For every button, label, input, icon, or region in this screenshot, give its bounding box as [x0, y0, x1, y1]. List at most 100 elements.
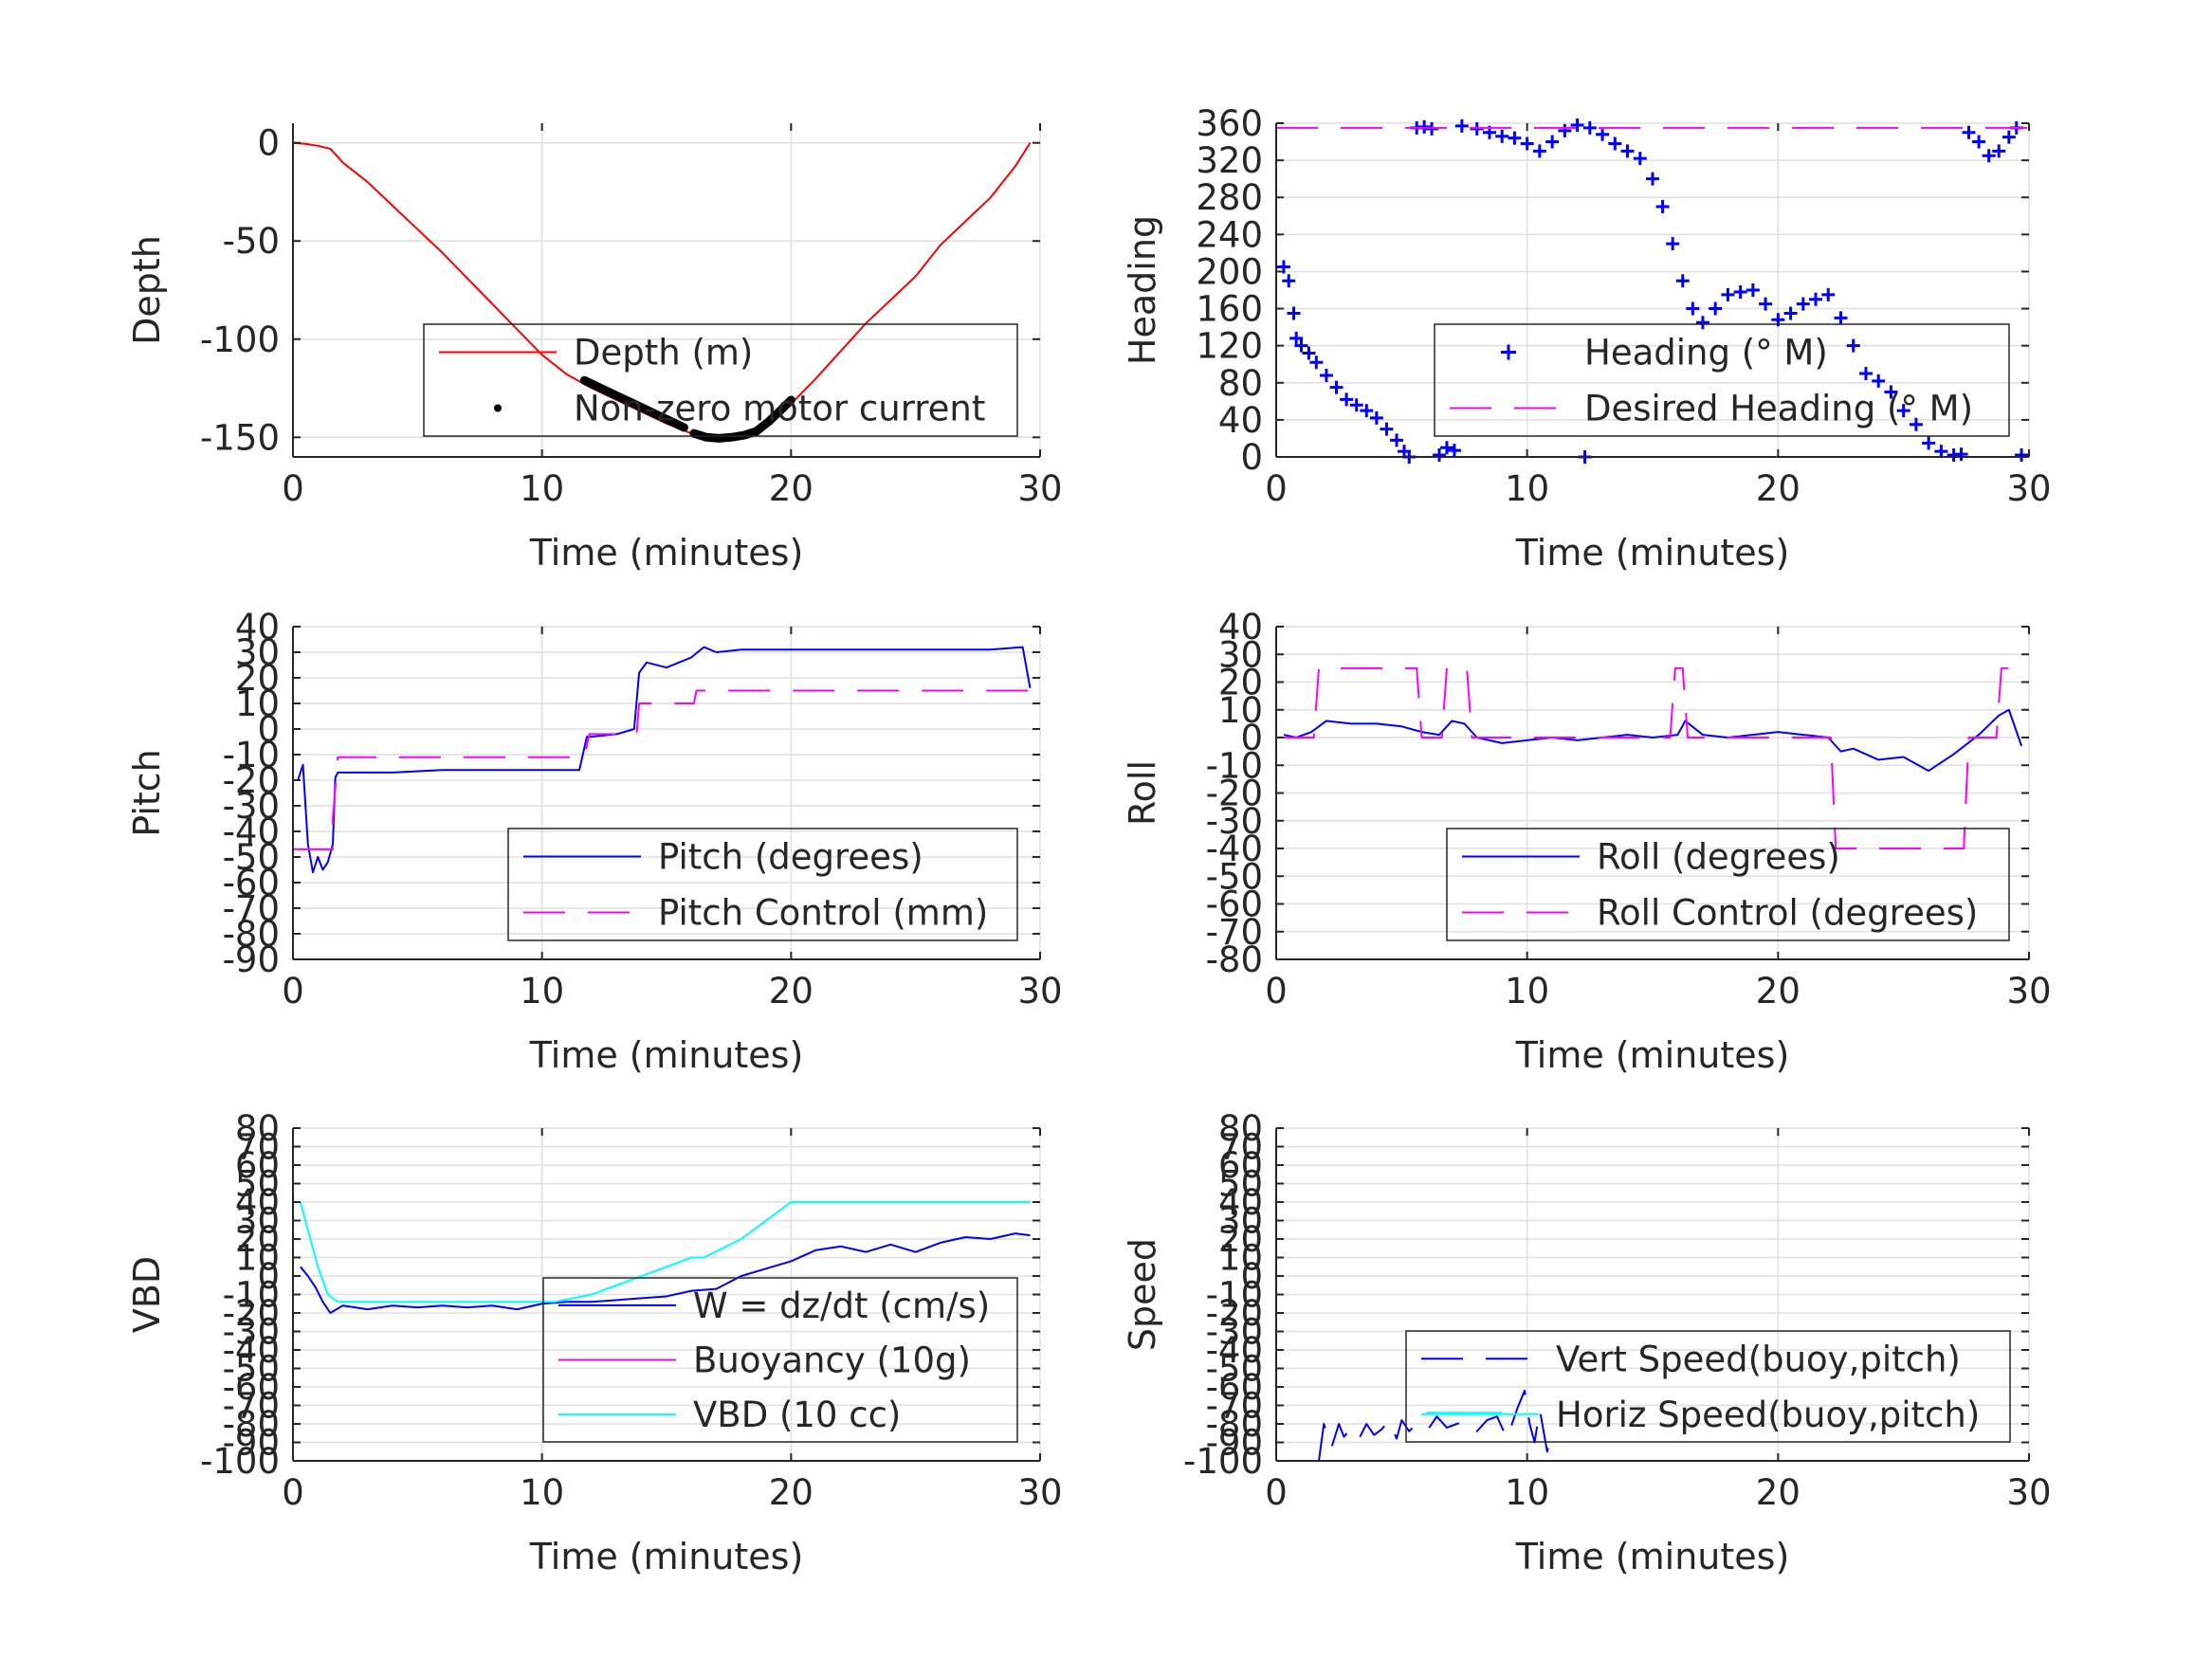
y-tick-label: -10	[223, 1275, 280, 1316]
axes	[292, 123, 1041, 458]
y-tick-label: 320	[1196, 140, 1263, 181]
heading-point	[1447, 444, 1461, 458]
y-tick-label: 10	[1218, 690, 1263, 731]
legend-box	[507, 828, 1018, 941]
axes	[292, 1127, 1041, 1462]
x-tick-label: 10	[1505, 468, 1549, 509]
series-group	[293, 646, 1032, 874]
y-tick-label: 200	[1196, 251, 1263, 292]
series-group	[1318, 1389, 1554, 1462]
y-tick-label: 0	[1240, 718, 1263, 758]
heading-point	[1666, 237, 1680, 251]
x-tick-label: 0	[282, 1472, 304, 1513]
heading-point	[1972, 135, 1986, 149]
heading-point	[1633, 152, 1647, 166]
heading-point	[1796, 297, 1810, 311]
legend-label: Buoyancy (10g)	[693, 1340, 971, 1381]
x-axis-label: Time (minutes)	[529, 1536, 804, 1577]
legend-label: Desired Heading (° M)	[1584, 389, 1973, 429]
y-tick-label: 50	[235, 1164, 280, 1205]
legend-label: Heading (° M)	[1584, 333, 1828, 374]
legend: Pitch (degrees) Pitch Control (mm)	[507, 828, 1018, 941]
heading-point	[1982, 149, 1996, 163]
legend-label: Vert Speed(buoy,pitch)	[1556, 1339, 1961, 1379]
legend: Heading (° M) Desired Heading (° M)	[1434, 323, 2010, 437]
y-tick-label: -30	[1206, 1312, 1263, 1353]
x-tick-label: 30	[2006, 468, 2051, 509]
heading-point	[1746, 283, 1760, 297]
x-tick-label: 20	[769, 971, 814, 1012]
y-tick-label: 0	[1240, 1256, 1263, 1297]
y-tick-label: 0	[1240, 437, 1263, 478]
legend: Depth (m) Non-zero motor current	[423, 323, 1018, 437]
y-tick-label: 360	[1196, 103, 1263, 144]
legend-label: Horiz Speed(buoy,pitch)	[1556, 1395, 1980, 1435]
subplot-6: 0 10 20 3080706050403020100-10-20-30-40-50-…	[1122, 1108, 2052, 1577]
heading-point	[1319, 368, 1333, 382]
heading-point	[1282, 274, 1296, 288]
x-axis-label: Time (minutes)	[529, 532, 804, 574]
heading-point	[1329, 380, 1344, 394]
y-tick-label: -100	[1183, 1441, 1263, 1482]
series-group	[1276, 118, 2029, 464]
legend-box	[423, 323, 1018, 437]
axes	[1275, 626, 2030, 960]
y-tick-label: 60	[235, 1145, 280, 1186]
heading-point	[2002, 130, 2016, 144]
y-axis-label: Speed	[1122, 1238, 1163, 1351]
x-tick-label: 20	[769, 468, 814, 509]
plot-area	[293, 627, 1040, 959]
heading-point	[1934, 445, 1948, 459]
heading-point	[1369, 410, 1383, 425]
y-tick-label: 0	[257, 123, 280, 164]
legend-marker	[1501, 344, 1516, 360]
y-axis-label: VBD	[126, 1256, 168, 1333]
y-tick-label: -90	[223, 939, 280, 980]
series-line-1	[1318, 1389, 1554, 1462]
x-tick-label: 30	[2006, 971, 2051, 1012]
y-tick-label: -50	[223, 221, 280, 262]
y-tick-label: 0	[257, 1256, 280, 1297]
x-tick-label: 30	[1017, 1472, 1062, 1513]
legend-marker	[494, 404, 502, 412]
y-tick-label: 20	[235, 1219, 280, 1260]
x-tick-label: 30	[2006, 1472, 2051, 1513]
y-tick-label: -40	[1206, 829, 1263, 869]
x-tick-label: 10	[520, 971, 564, 1012]
heading-point	[1545, 135, 1560, 149]
y-tick-label: -40	[223, 811, 280, 852]
legend-label: Pitch (degrees)	[658, 837, 923, 878]
y-tick-label: 80	[1218, 363, 1263, 404]
legend: Vert Speed(buoy,pitch) Horiz Speed(buoy,p…	[1405, 1330, 2011, 1443]
x-tick-label: 0	[282, 971, 304, 1012]
heading-point	[1783, 306, 1798, 320]
series-line-1	[1283, 708, 2023, 773]
x-tick-label: 0	[1265, 971, 1288, 1012]
legend-label: Depth (m)	[574, 333, 753, 374]
series-line-3	[299, 1201, 1031, 1304]
y-tick-label: 10	[1218, 1238, 1263, 1279]
heading-point	[1439, 441, 1453, 455]
heading-point	[1759, 297, 1773, 311]
y-tick-label: -60	[223, 1367, 280, 1408]
heading-point	[1360, 404, 1374, 418]
x-axis-label: Time (minutes)	[1515, 532, 1790, 574]
y-tick-label: 30	[235, 1201, 280, 1242]
axes	[292, 626, 1041, 960]
heading-point	[1709, 301, 1723, 316]
y-tick-label: -20	[1206, 1293, 1263, 1334]
heading-point	[1495, 129, 1509, 143]
x-axis-label: Time (minutes)	[529, 1034, 804, 1076]
x-tick-label: 0	[1265, 1472, 1288, 1513]
legend-label: VBD (10 cc)	[693, 1395, 901, 1435]
heading-point	[1294, 338, 1308, 353]
heading-point	[1834, 311, 1848, 325]
y-tick-label: -30	[223, 1312, 280, 1353]
x-tick-label: 0	[282, 468, 304, 509]
heading-point	[1858, 367, 1873, 380]
y-tick-label: 40	[1218, 1182, 1263, 1223]
heading-point	[1380, 422, 1394, 436]
heading-point	[1872, 374, 1886, 388]
heading-point	[1570, 118, 1584, 132]
